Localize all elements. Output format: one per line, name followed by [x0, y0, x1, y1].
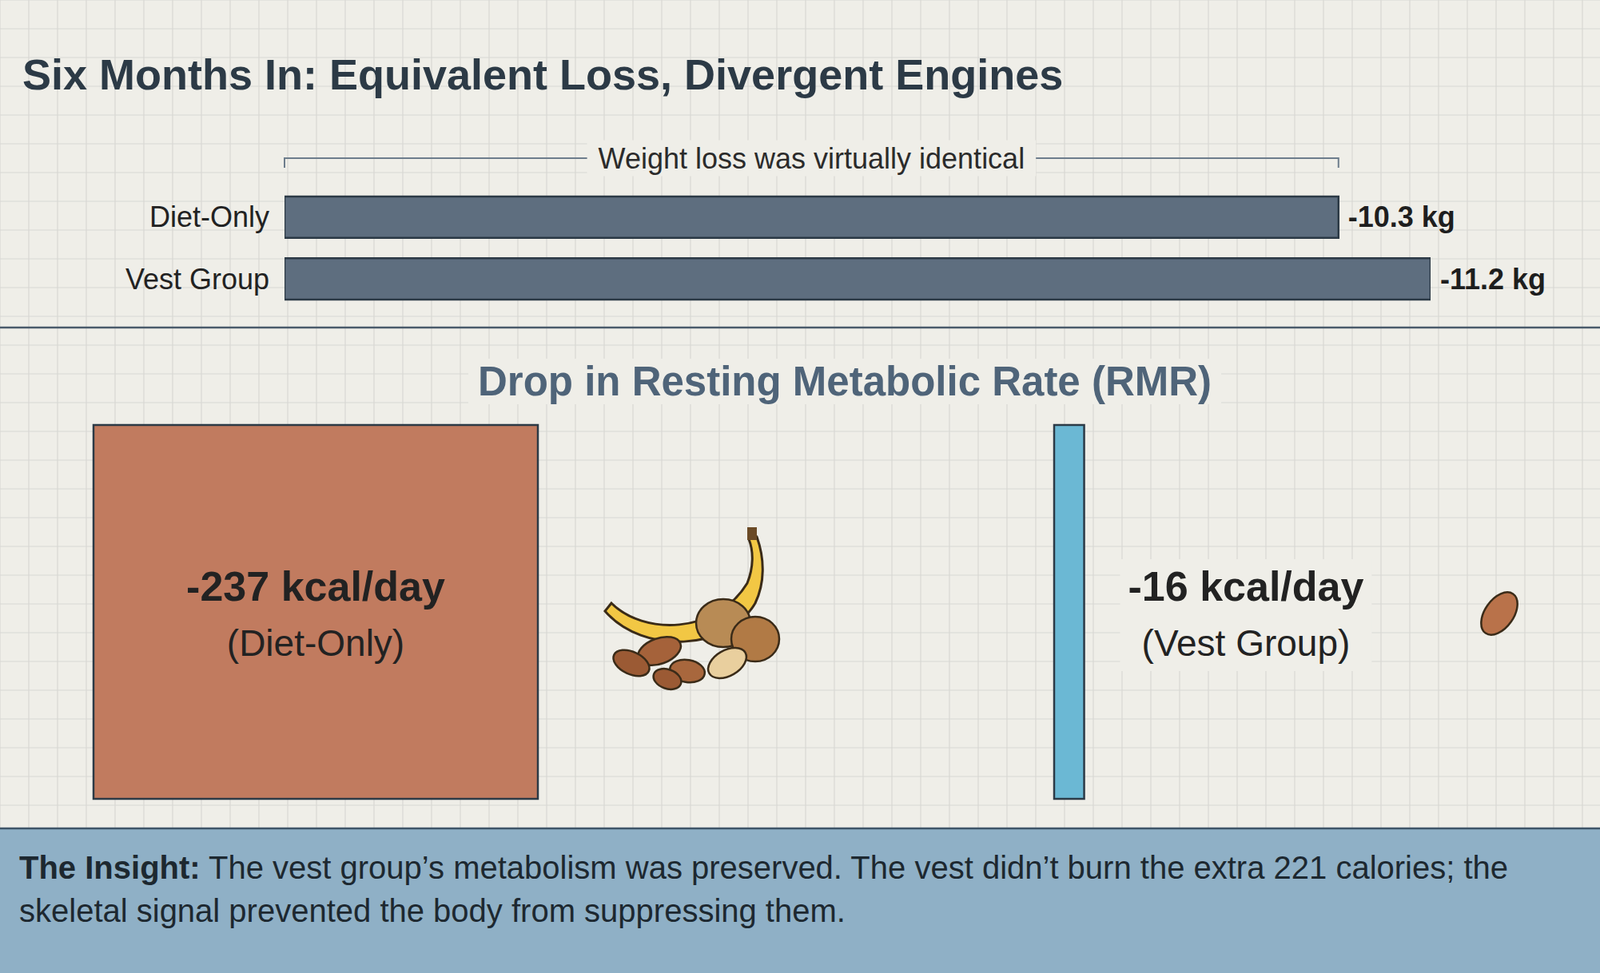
paper-grid-line: [1293, 0, 1295, 973]
background: [0, 0, 1600, 973]
paper-grid-line: [574, 0, 576, 973]
paper-grid-line: [1092, 0, 1094, 973]
annotation: Weight loss was virtually identical: [598, 142, 1026, 176]
bar: [284, 196, 1339, 239]
bar: [93, 425, 538, 800]
label-background: [1120, 559, 1373, 672]
divider: [0, 326, 1600, 330]
bars: [284, 196, 1431, 300]
insight: The Insight: The vest group’s metabolism…: [19, 850, 1509, 929]
insight-body: The vest group’s metabolism was preserve…: [200, 850, 1509, 886]
category-label: (Diet-Only): [226, 622, 405, 665]
insight-border: [0, 827, 1600, 831]
data-label: -237 kcal/day: [186, 563, 446, 610]
nut-icon: [702, 641, 752, 685]
paper-grid-line: [1495, 0, 1497, 973]
paper-grid-line: [1322, 0, 1324, 973]
paper-grid-line: [1265, 0, 1266, 973]
title: Six Months In: Equivalent Loss, Divergen…: [22, 50, 1063, 99]
paper-grid-line: [1524, 0, 1525, 973]
bars: [93, 425, 1085, 800]
paper-grid-line: [56, 0, 58, 973]
label-group: -237 kcal/day (Diet-Only): [186, 563, 446, 665]
paper-grid-line: [0, 804, 1600, 806]
paper-grid-line: [545, 0, 547, 973]
paper-grid-line: [1466, 0, 1468, 973]
paper-grid-line: [1408, 0, 1410, 973]
nut-icon: [650, 665, 685, 694]
paper-grid-line: [0, 315, 1600, 317]
insight-text: The Insight: The vest group’s metabolism…: [19, 850, 1509, 886]
nut-icon: [608, 644, 653, 682]
almond-icon: [1473, 585, 1525, 642]
bar: [284, 258, 1431, 300]
insight-text: skeletal signal prevented the body from …: [19, 893, 846, 929]
label-group: -16 kcal/day (Vest Group): [1120, 559, 1373, 672]
category-label: Diet-Only: [149, 200, 270, 234]
paper-grid-line: [1552, 0, 1554, 973]
insight-body: skeletal signal prevented the body from …: [19, 893, 846, 929]
insight-label: The Insight:: [19, 850, 201, 886]
paper-grid-line: [27, 0, 29, 973]
category-label: Vest Group: [125, 262, 270, 296]
paper-grid-line: [1178, 0, 1180, 973]
paper-grid-line: [0, 344, 1600, 346]
banana-stem-icon: [747, 527, 757, 541]
data-label: -10.3 kg: [1348, 200, 1456, 234]
paper-grid-line: [1437, 0, 1439, 973]
insight-band: [0, 828, 1600, 973]
paper-grid-line: [1236, 0, 1238, 973]
bar: [1054, 425, 1085, 800]
data-label: -16 kcal/day: [1128, 563, 1365, 610]
paper-grid-line: [0, 0, 1, 973]
paper-grid-line: [1351, 0, 1353, 973]
paper-grid-line: [0, 0, 1600, 1]
paper-grid: [0, 0, 1600, 973]
labels: Diet-Only Vest Group -10.3 kg -11.2 kg: [125, 200, 1546, 295]
food-icon: [604, 527, 780, 693]
chart-canvas: Six Months In: Equivalent Loss, Divergen…: [0, 0, 1600, 973]
paper-grid-line: [1380, 0, 1382, 973]
chart-title-background: [468, 358, 1222, 405]
paper-grid-line: [0, 27, 1600, 29]
category-label: (Vest Group): [1142, 622, 1351, 665]
paper-grid-line: [0, 114, 1600, 116]
paper-grid-line: [1207, 0, 1209, 973]
paper-grid-line: [85, 0, 87, 973]
data-label: -11.2 kg: [1440, 262, 1546, 296]
labels: -237 kcal/day (Diet-Only) -16 kcal/day (Ves…: [186, 559, 1372, 672]
paper-grid-line: [1150, 0, 1151, 973]
chart-title: Drop in Resting Metabolic Rate (RMR): [477, 358, 1212, 405]
paper-grid-line: [1581, 0, 1583, 973]
annotation-background: [587, 140, 1037, 177]
paper-grid-line: [1121, 0, 1123, 973]
